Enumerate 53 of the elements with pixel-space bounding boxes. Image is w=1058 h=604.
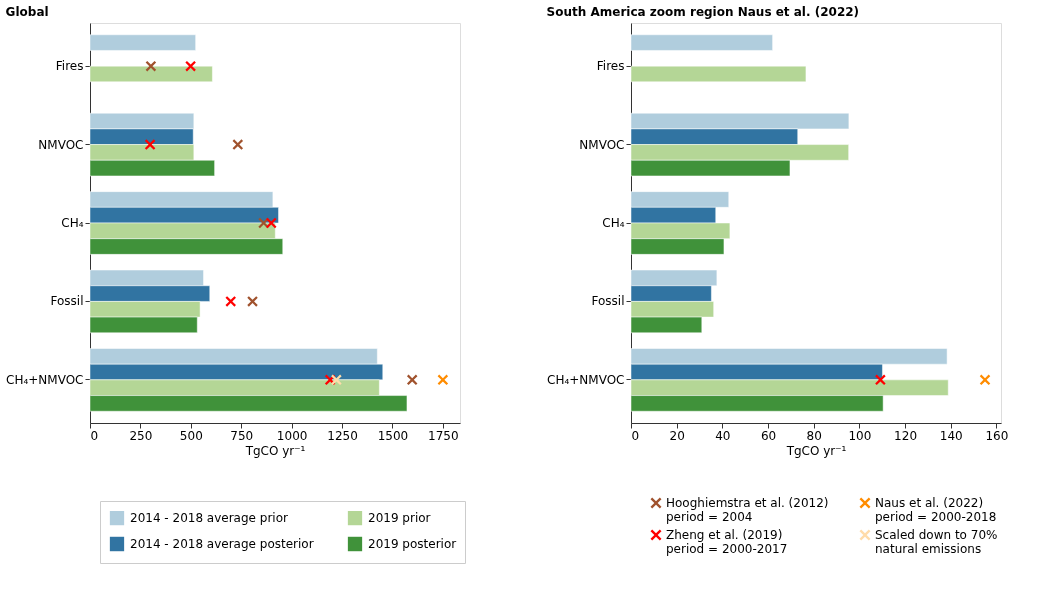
legend-label: 2019 posterior (368, 537, 457, 551)
x-tick-label: 100 (848, 428, 872, 443)
x-tick-label: 1750 (428, 428, 459, 443)
bar (89, 65, 213, 83)
y-tick-label: Fires (596, 59, 625, 74)
x-tick-label: 40 (715, 428, 731, 443)
y-tick-label: NMVOC (38, 137, 84, 152)
x-tick-label: 160 (985, 428, 1009, 443)
y-tick-label: CH₄+NMVOC (547, 372, 625, 387)
legend-label: Zheng et al. (2019) period = 2000-2017 (666, 528, 788, 556)
chart-title: South America zoom region Naus et al. (2022) (546, 5, 860, 19)
point (185, 60, 196, 72)
x-tick-label: 1250 (327, 428, 358, 443)
point (331, 374, 342, 386)
legend-label: Scaled down to 70% natural emissions (875, 528, 998, 556)
legend-label: 2019 prior (368, 511, 431, 526)
x-tick-label: 250 (129, 428, 153, 443)
y-tick-label: NMVOC (579, 137, 625, 152)
point (437, 374, 449, 386)
x-tick-label: 1500 (377, 428, 409, 443)
bar (89, 34, 196, 51)
y-tick-label: CH₄ (602, 216, 625, 230)
point (406, 374, 418, 386)
x-tick-label: 0 (90, 428, 99, 443)
x-axis-title: TgCO yr⁻¹ (785, 443, 847, 458)
legend-label: 2014 - 2018 average prior (130, 511, 289, 526)
x-axis-title: TgCO yr⁻¹ (244, 443, 306, 458)
x-tick-label: 500 (179, 428, 203, 443)
x-tick-label: 120 (894, 428, 918, 443)
y-tick-label: CH₄ (61, 216, 84, 230)
bar (630, 34, 773, 51)
point (266, 217, 277, 229)
x-tick-label: 0 (631, 428, 640, 443)
point (145, 60, 157, 72)
point (144, 139, 156, 150)
legend-label: 2014 - 2018 average posterior (130, 537, 314, 551)
y-tick-label: CH₄+NMVOC (6, 372, 84, 387)
legend-label: Hooghiemstra et al. (2012) period = 2004 (666, 496, 829, 524)
chart-title: Global (5, 5, 49, 19)
y-tick-label: Fires (55, 59, 84, 74)
legend-label: Naus et al. (2022) period = 2000-2018 (875, 496, 997, 524)
y-tick-label: Fossil (591, 294, 625, 309)
x-tick-label: 60 (760, 428, 777, 443)
point (225, 296, 236, 307)
x-tick-label: 80 (806, 428, 822, 443)
x-tick-label: 1000 (276, 428, 308, 443)
bar (630, 65, 807, 83)
x-tick-label: 140 (939, 428, 963, 443)
x-tick-label: 20 (669, 428, 685, 443)
point (232, 139, 244, 150)
y-tick-label: Fossil (50, 294, 84, 309)
point (247, 296, 258, 307)
x-tick-label: 750 (230, 428, 254, 443)
